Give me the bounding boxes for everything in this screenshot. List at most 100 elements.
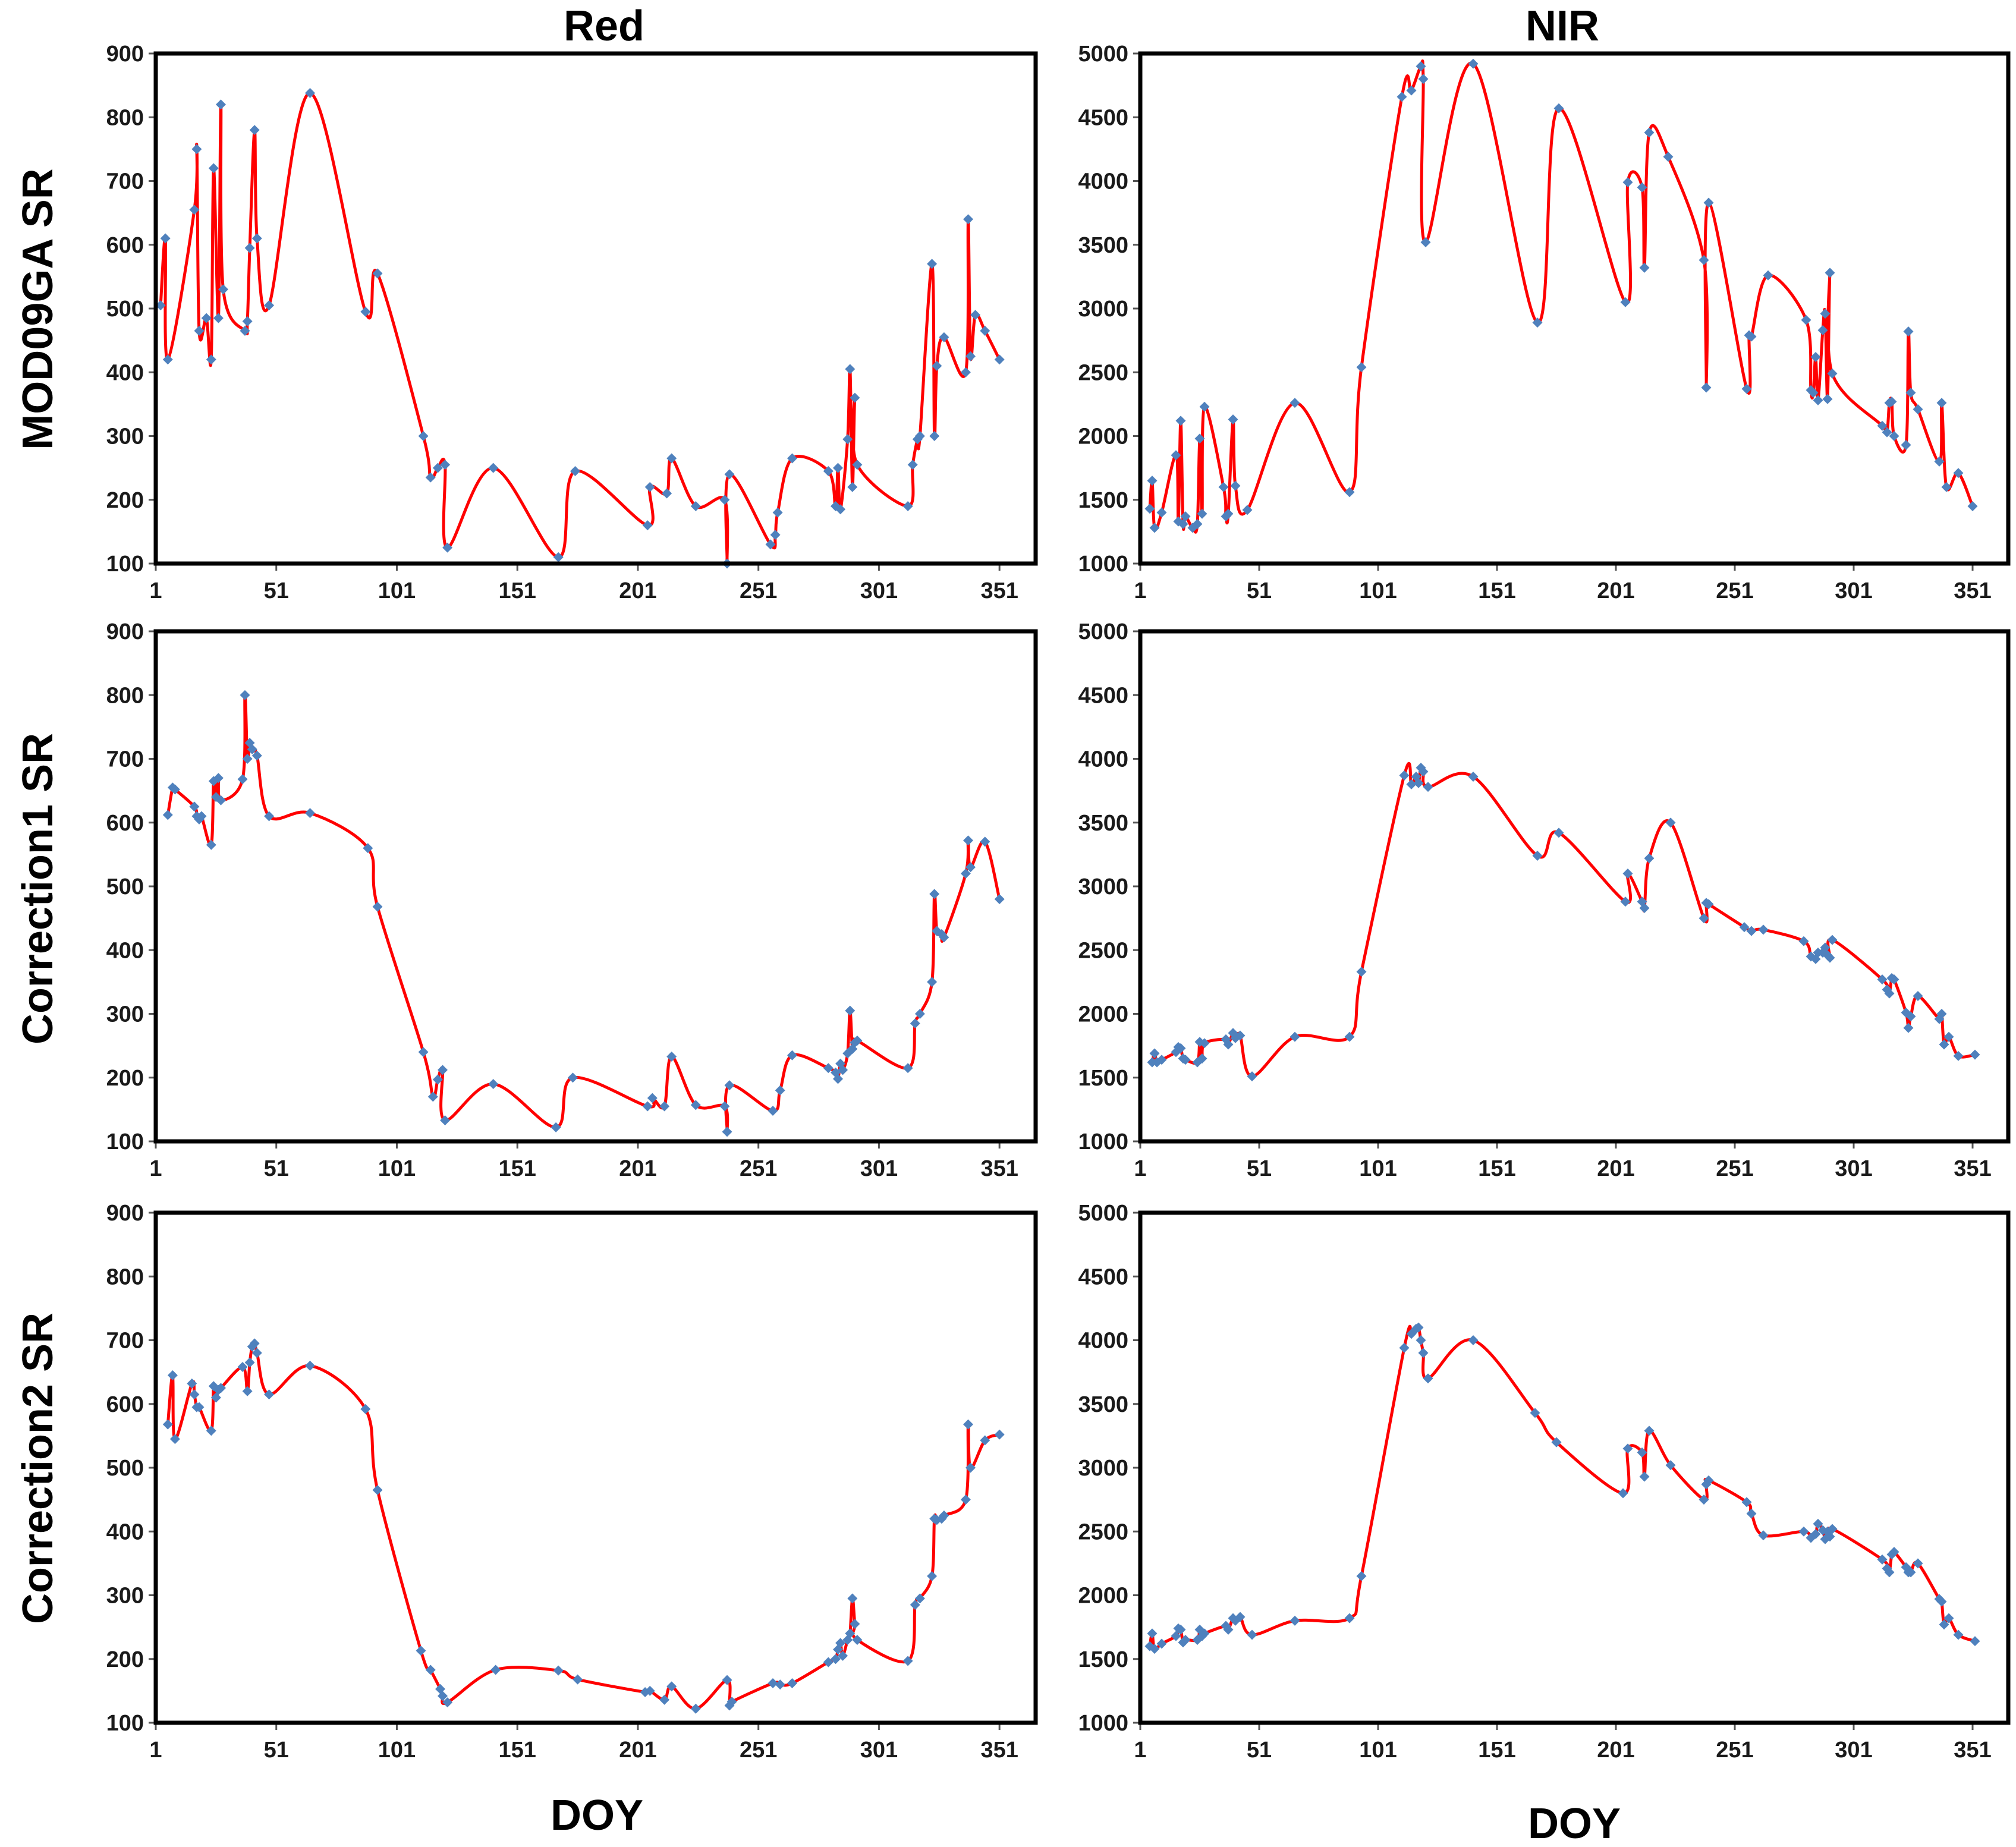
data-point [768,1678,778,1688]
y-tick-label: 4000 [1078,747,1128,772]
x-tick-label: 301 [1835,578,1872,603]
data-point [1418,74,1429,84]
data-point [242,1386,253,1396]
series-line [1150,762,1976,1078]
x-tick-label: 51 [1247,1738,1272,1763]
data-point [833,462,843,473]
data-point [914,1009,925,1019]
data-point [551,1122,561,1132]
data-point [1180,1635,1191,1645]
data-point [425,472,436,483]
y-tick-label: 2000 [1078,1002,1128,1027]
data-point [994,894,1005,904]
data-point [1644,853,1655,864]
data-point [970,310,981,320]
data-point [690,1703,701,1714]
data-point [831,1654,841,1664]
data-point [1953,1629,1964,1640]
data-point [160,233,171,244]
y-tick-label: 5000 [1078,42,1128,67]
data-point [1970,1636,1980,1647]
data-point [427,1091,438,1102]
data-point [438,1691,448,1701]
data-point [835,1638,846,1648]
y-tick-label: 300 [106,424,144,449]
data-point [1620,896,1631,907]
data-point [659,1101,670,1112]
data-point [191,144,202,155]
data-point [724,1080,735,1091]
data-point [1413,778,1424,788]
x-tick-label: 151 [499,578,536,603]
data-point [907,460,918,470]
data-point [1171,1631,1181,1641]
data-point [1810,1529,1821,1539]
data-point [488,462,499,473]
data-point [1180,1055,1191,1065]
data-point [1199,401,1210,412]
y-tick-label: 900 [106,1201,144,1226]
y-tick-label: 3500 [1078,233,1128,258]
data-point [1913,404,1923,414]
data-point [1801,314,1811,325]
data-point [1889,431,1899,441]
x-tick-label: 351 [1954,1738,1991,1763]
data-point [1175,1624,1186,1635]
series-line [159,91,1001,565]
row-label-mod09ga: MOD09GA SR [14,168,62,449]
data-point [1913,1558,1923,1569]
data-point [440,1115,451,1126]
data-point [1197,1053,1207,1064]
y-tick-label: 4000 [1078,1329,1128,1354]
data-point [1290,398,1300,408]
plot-frame [1138,51,2011,566]
y-tick-label: 800 [106,105,144,130]
data-point [1532,317,1543,328]
data-point [1147,1628,1158,1639]
data-point [838,1065,848,1075]
data-point [1416,1335,1426,1345]
data-point [1741,1497,1752,1508]
data-point [1889,1547,1899,1557]
x-tick-label: 101 [378,1738,416,1763]
data-point [1663,152,1674,162]
y-tick-label: 4500 [1078,683,1128,708]
data-point [1622,177,1633,188]
data-point [1223,1624,1234,1635]
data-point [914,1593,925,1604]
y-tick-label: 5000 [1078,619,1128,644]
data-point [1758,1530,1769,1541]
data-point [1622,1443,1633,1454]
data-point [1344,1613,1355,1623]
y-tick-label: 200 [106,488,144,513]
data-point [1235,1030,1246,1041]
y-tick-label: 2000 [1078,1584,1128,1609]
data-point [980,326,990,336]
y-tick-label: 400 [106,1519,144,1544]
data-point [372,901,383,912]
data-point [1344,487,1355,498]
x-tick-label: 1 [149,1156,162,1181]
data-point [1813,395,1823,405]
data-point [1194,433,1205,444]
y-tick-label: 1000 [1078,1129,1128,1154]
data-point [980,1435,990,1446]
data-point [1939,1619,1949,1630]
data-point [1247,1629,1257,1640]
data-point [206,354,216,365]
x-axis-labels: DOY DOY [551,1792,1621,1847]
data-point [1703,899,1714,910]
x-tick-label: 201 [1597,578,1634,603]
data-point [1953,1050,1964,1061]
data-point [1746,1508,1757,1519]
data-point [1223,1039,1234,1050]
y-tick-label: 600 [106,1392,144,1417]
data-point [1290,1031,1300,1042]
y-tick-label: 5000 [1078,1201,1128,1226]
data-point [1156,1638,1167,1649]
data-point [1149,1644,1160,1654]
x-axis-label-nir: DOY [1528,1800,1621,1847]
data-point [1399,770,1410,781]
data-point [1144,504,1155,514]
